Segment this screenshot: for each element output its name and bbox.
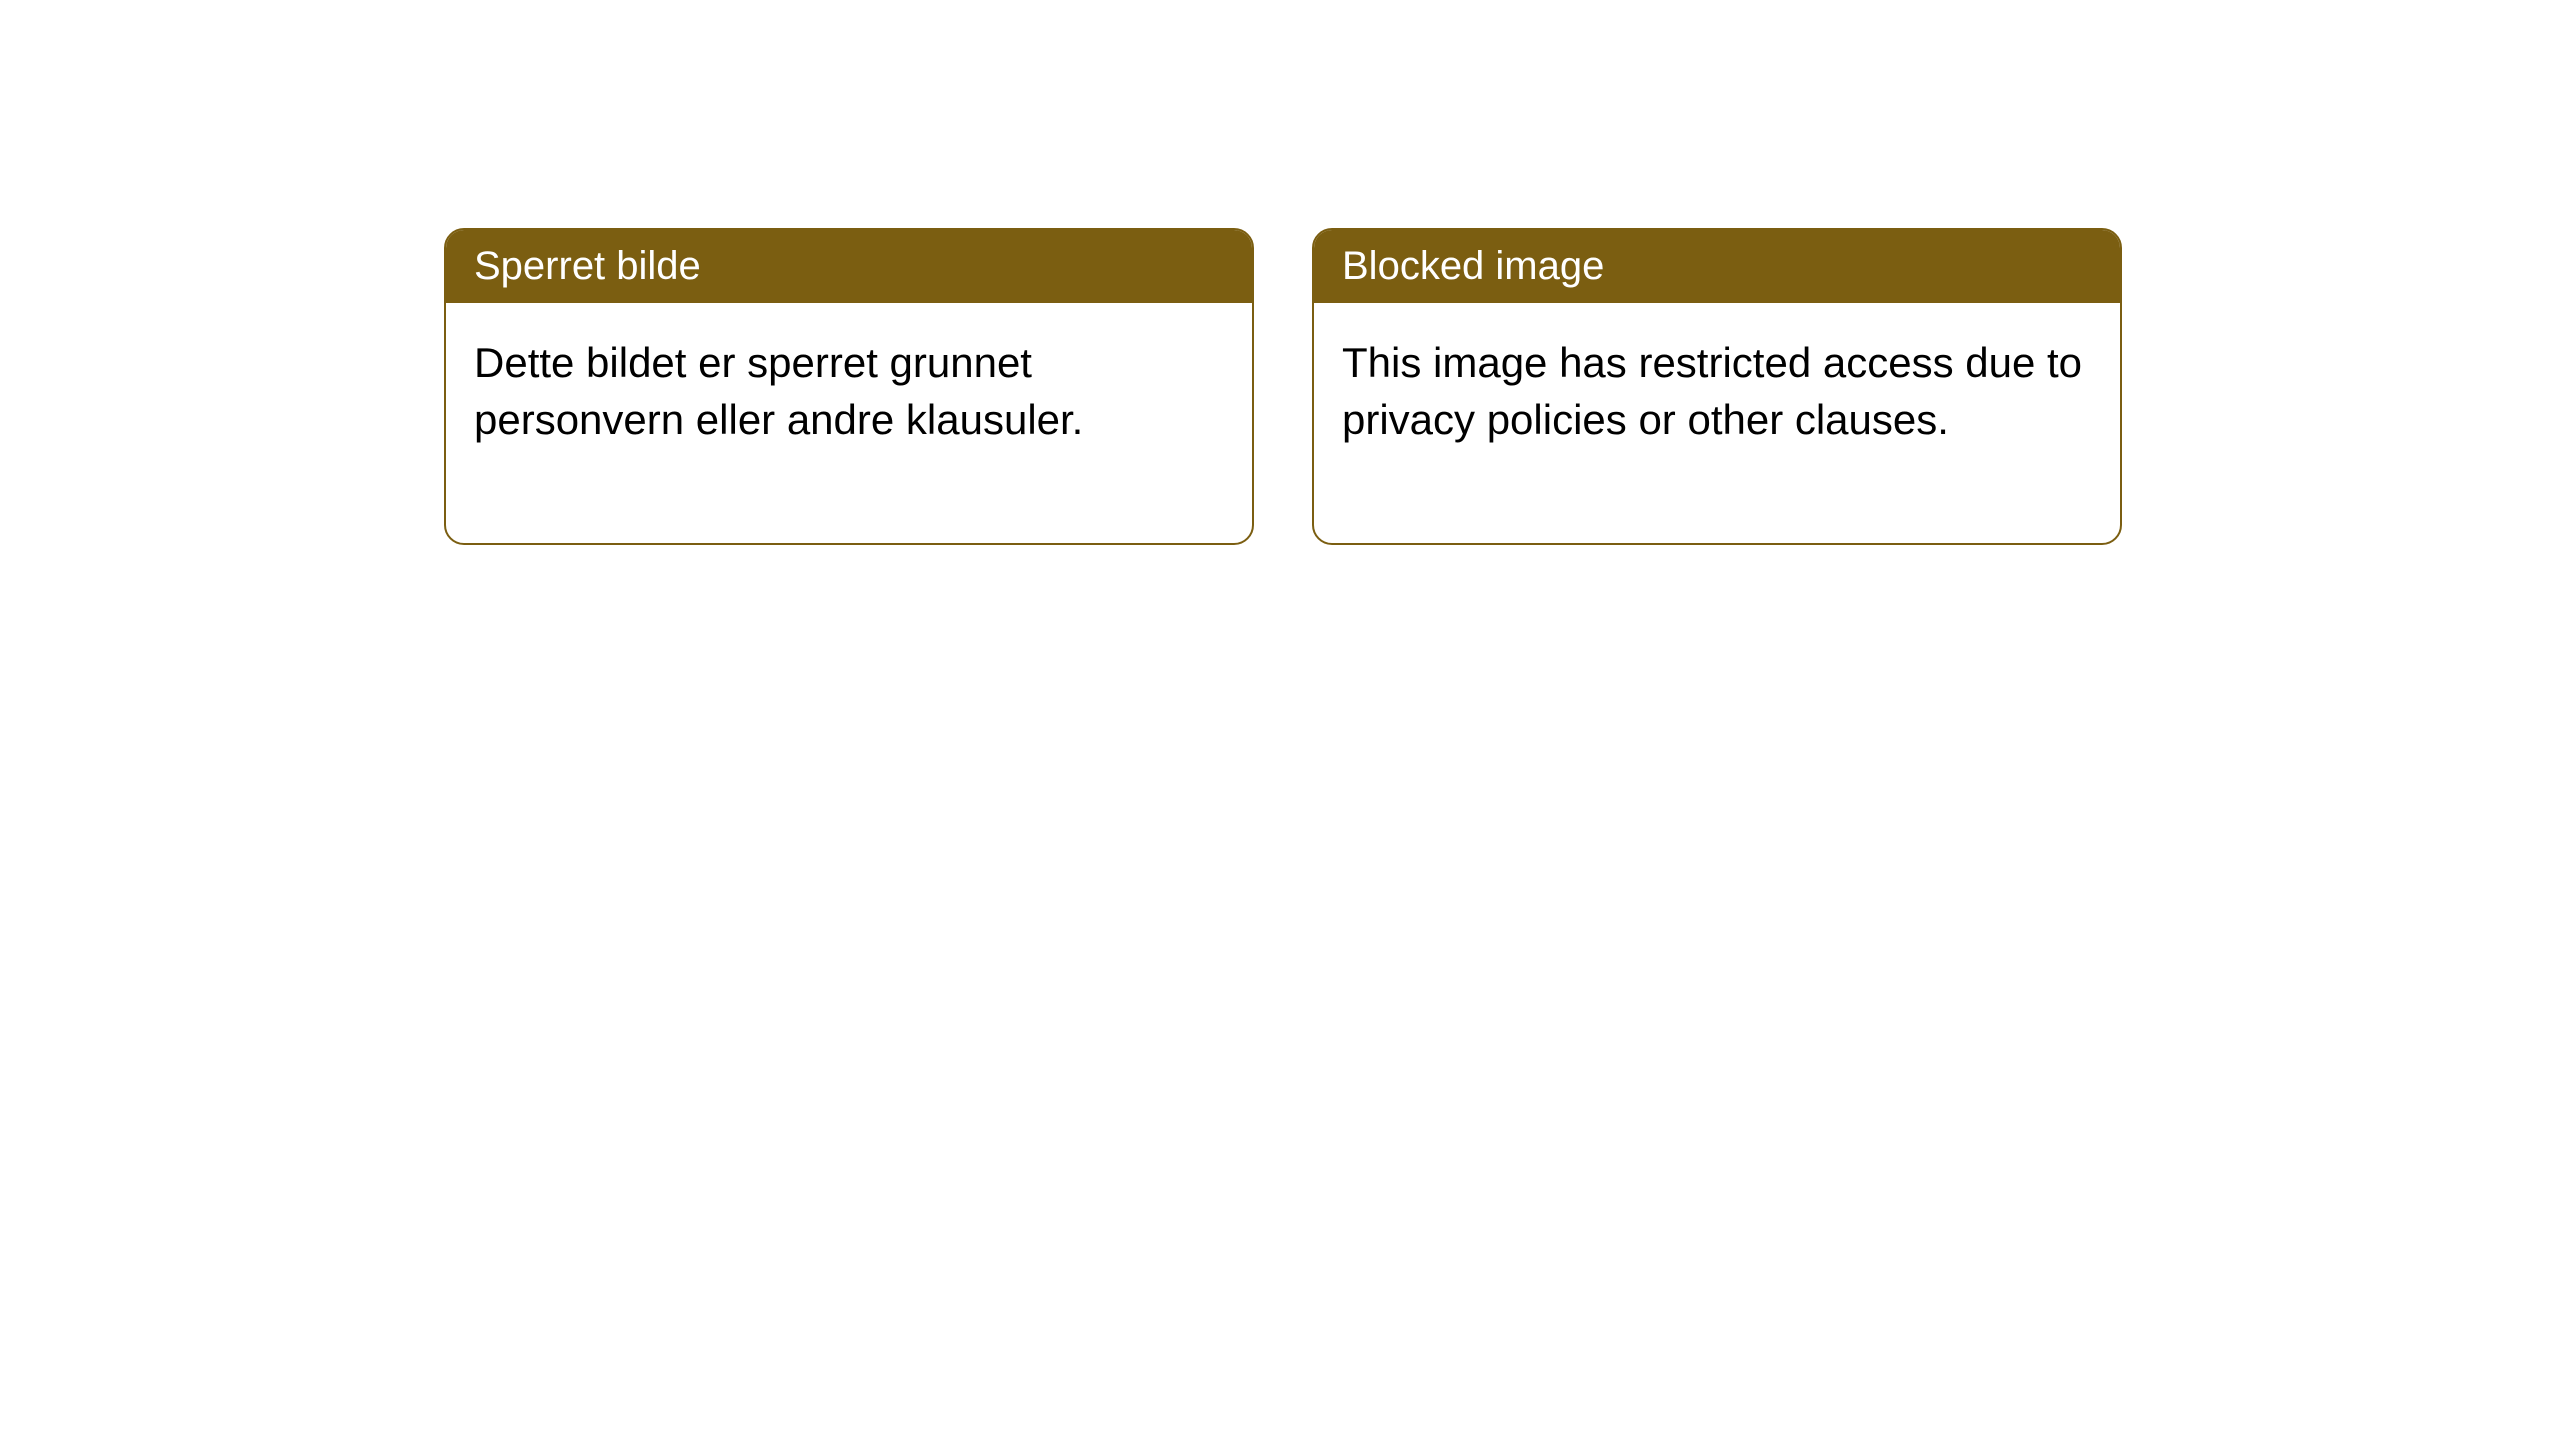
cards-container: Sperret bilde Dette bildet er sperret gr… <box>444 228 2122 545</box>
card-title: Sperret bilde <box>474 244 701 288</box>
card-title: Blocked image <box>1342 244 1604 288</box>
card-body: This image has restricted access due to … <box>1314 303 2120 543</box>
blocked-image-card-en: Blocked image This image has restricted … <box>1312 228 2122 545</box>
card-body-text: This image has restricted access due to … <box>1342 339 2082 443</box>
card-body-text: Dette bildet er sperret grunnet personve… <box>474 339 1083 443</box>
card-body: Dette bildet er sperret grunnet personve… <box>446 303 1252 543</box>
card-header: Sperret bilde <box>446 230 1252 303</box>
card-header: Blocked image <box>1314 230 2120 303</box>
blocked-image-card-no: Sperret bilde Dette bildet er sperret gr… <box>444 228 1254 545</box>
